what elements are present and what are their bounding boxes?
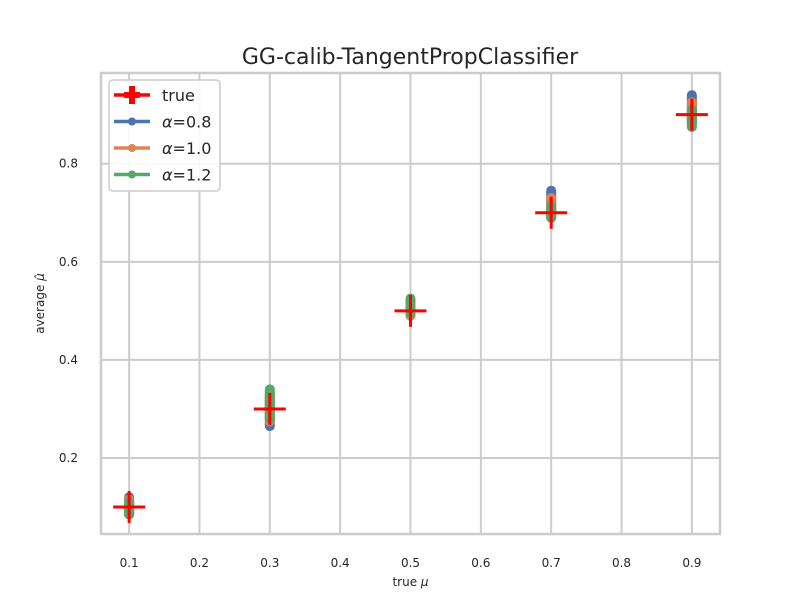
x-tick-label: 0.3: [260, 556, 279, 570]
x-tick-label: 0.6: [471, 556, 490, 570]
x-ticks: 0.1 0.2 0.3 0.4 0.5 0.6 0.7 0.8 0.9: [120, 556, 702, 570]
y-tick-label: 0.8: [59, 157, 78, 171]
x-axis-label-symbol: μ: [420, 575, 429, 589]
legend-label: α=1.2: [162, 166, 211, 185]
x-tick-label: 0.7: [542, 556, 561, 570]
y-axis-label-prefix: average: [33, 281, 47, 334]
chart-title: GG-calib-TangentPropClassifier: [242, 45, 579, 70]
x-axis-label: true μ: [392, 575, 428, 589]
x-tick-label: 0.8: [612, 556, 631, 570]
legend-label: α=1.0: [162, 139, 211, 158]
x-tick-label: 0.9: [682, 556, 701, 570]
y-axis-label: average μ̂: [33, 273, 47, 334]
x-tick-label: 0.5: [401, 556, 420, 570]
legend-label-symbol: α: [162, 113, 173, 132]
x-tick-label: 0.1: [120, 556, 139, 570]
y-tick-label: 0.4: [59, 353, 78, 367]
y-axis-label-symbol: μ̂: [33, 273, 47, 282]
y-tick-label: 0.6: [59, 255, 78, 269]
legend-series-dot: [128, 117, 136, 126]
legend-label-value: =1.0: [173, 139, 212, 158]
legend-label-true: true: [162, 86, 195, 105]
x-tick-label: 0.2: [190, 556, 209, 570]
x-axis-label-prefix: true: [392, 575, 420, 589]
legend-label: α=0.8: [162, 113, 211, 132]
legend-series-dot: [128, 144, 136, 152]
y-ticks: 0.2 0.4 0.6 0.8: [59, 157, 78, 465]
x-tick-label: 0.4: [331, 556, 350, 570]
legend-label-value: =1.2: [173, 166, 212, 185]
plot-frame: [99, 71, 722, 536]
y-tick-label: 0.2: [59, 451, 78, 465]
legend-series-dot: [128, 170, 136, 179]
legend-label-value: =0.8: [173, 113, 212, 132]
legend-label-symbol: α: [162, 166, 173, 185]
legend-box: [108, 79, 221, 192]
series-true-markers: [113, 98, 708, 524]
legend-label-symbol: α: [162, 139, 173, 158]
